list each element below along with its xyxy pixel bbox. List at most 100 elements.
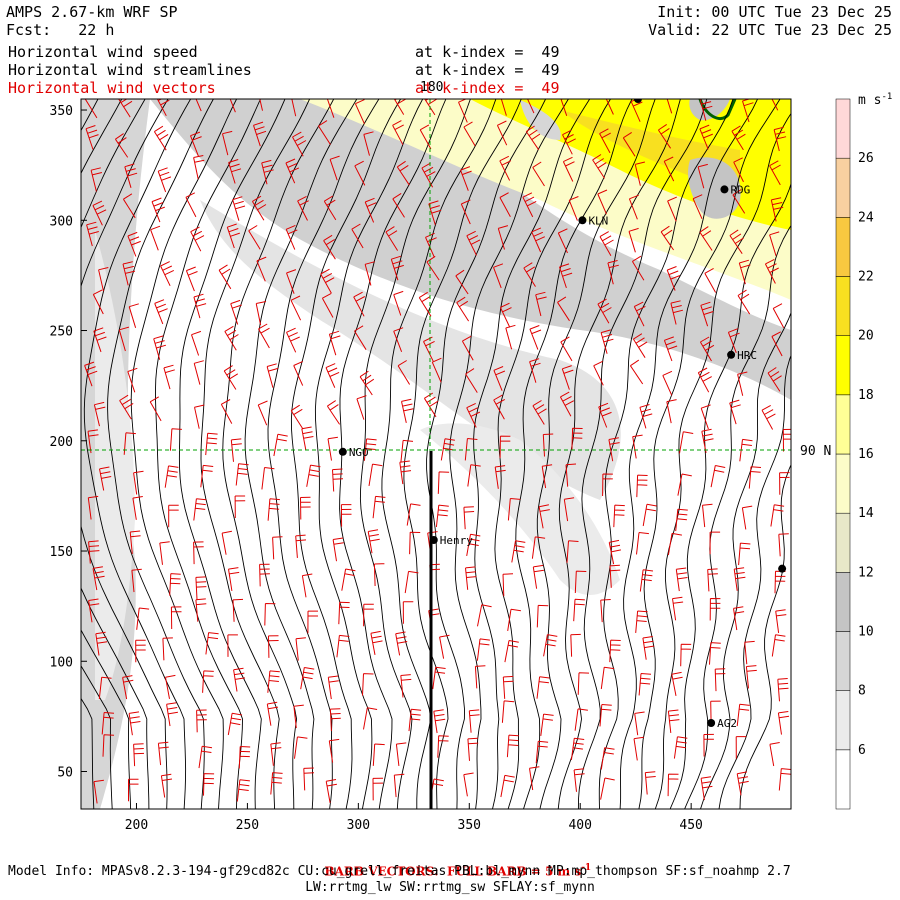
wind-barb [745,665,757,689]
streamline [638,99,781,809]
wind-barb [532,161,545,187]
wind-barb [697,163,708,189]
wind-barb [663,336,678,362]
wind-barb [92,289,104,315]
shading-diagonal-light [200,200,621,500]
wind-barb [525,125,541,151]
wind-barb [372,743,385,766]
wind-barb [193,360,204,385]
wind-barb [195,99,202,112]
wind-barb [775,609,787,633]
wind-barb [742,99,754,123]
wind-barb [363,131,374,156]
wind-barb [680,643,692,667]
wind-barb [628,194,639,220]
wind-barb [570,633,581,657]
wind-barb [570,737,585,761]
wind-barb [102,734,115,757]
wind-barb [127,367,138,393]
wind-barb [733,157,744,183]
wind-barb [154,299,168,325]
wind-barb [577,672,590,695]
x-tick-label: 250 [236,818,259,833]
wind-barb [634,161,646,186]
wind-barb [359,370,375,396]
station-marker [429,535,438,544]
wind-barb [392,120,404,145]
wind-barb [608,437,620,462]
wind-barb [404,570,419,594]
streamline [200,99,311,809]
colorbar-swatch [835,749,851,810]
wind-barb [93,327,107,353]
wind-barb [633,736,644,761]
wind-barb [157,741,169,766]
station-marker [720,185,729,194]
x-tick-label: 400 [568,818,591,833]
wind-barb [373,563,385,587]
wind-barb [529,766,540,791]
wind-barb [395,742,407,766]
wind-barb [499,192,511,218]
wind-barb [778,533,789,557]
wind-barb [341,568,356,591]
wind-barb [501,700,515,723]
wind-barb [372,495,386,519]
wind-barb [248,225,261,250]
wind-barb [771,99,779,111]
wind-barb [114,133,129,158]
wind-barb [196,709,207,733]
wind-barb [562,156,575,182]
streamline [654,112,791,809]
wind-barb [226,223,240,249]
wind-barb [499,302,512,328]
wind-barb [290,295,302,321]
wind-barb [131,568,142,593]
wind-barb [385,226,399,251]
wind-barb [777,678,789,702]
streamline [222,99,335,809]
wind-barb [710,465,726,488]
wind-barb [194,404,205,429]
wind-barb [159,541,170,565]
wind-barb [642,636,655,660]
parallel-label: 90 N [800,444,831,459]
wind-barb [273,433,288,457]
wind-barb [135,639,146,663]
wind-barb [671,671,683,696]
wind-barb [118,99,133,118]
wind-barb [157,167,172,193]
wind-barb [395,631,408,656]
wind-barb [667,532,682,556]
wind-barb [675,508,688,532]
streamline [0,59,41,829]
station-label: HRC [737,349,757,362]
colorbar-label: 6 [858,743,866,758]
wind-barb [507,498,521,521]
wind-barb [468,709,480,733]
colorbar-label: 26 [858,151,874,166]
colorbar-swatch [835,157,851,218]
wind-barb [466,402,481,428]
y-tick-label: 300 [50,214,73,229]
wind-barb [639,569,654,592]
wind-barb [340,504,352,527]
colorbar-swatch [835,512,851,573]
wind-barb [573,598,585,622]
wind-barb [493,394,506,420]
wind-barb [223,365,239,390]
wind-barb [541,464,553,489]
wind-barb [599,128,611,154]
wind-barb [372,777,384,801]
streamline [267,99,380,809]
field-label-vectors: Horizontal wind vectors [8,79,216,97]
wind-barb [303,767,315,791]
field-label-wind-speed: Horizontal wind speed [8,43,198,61]
wind-barb [435,504,449,528]
wind-barb [463,772,474,797]
wind-barb [195,576,207,600]
wind-barb [729,399,741,425]
wind-barb [205,632,219,655]
wind-barb [323,234,336,260]
wind-barb [502,573,514,597]
